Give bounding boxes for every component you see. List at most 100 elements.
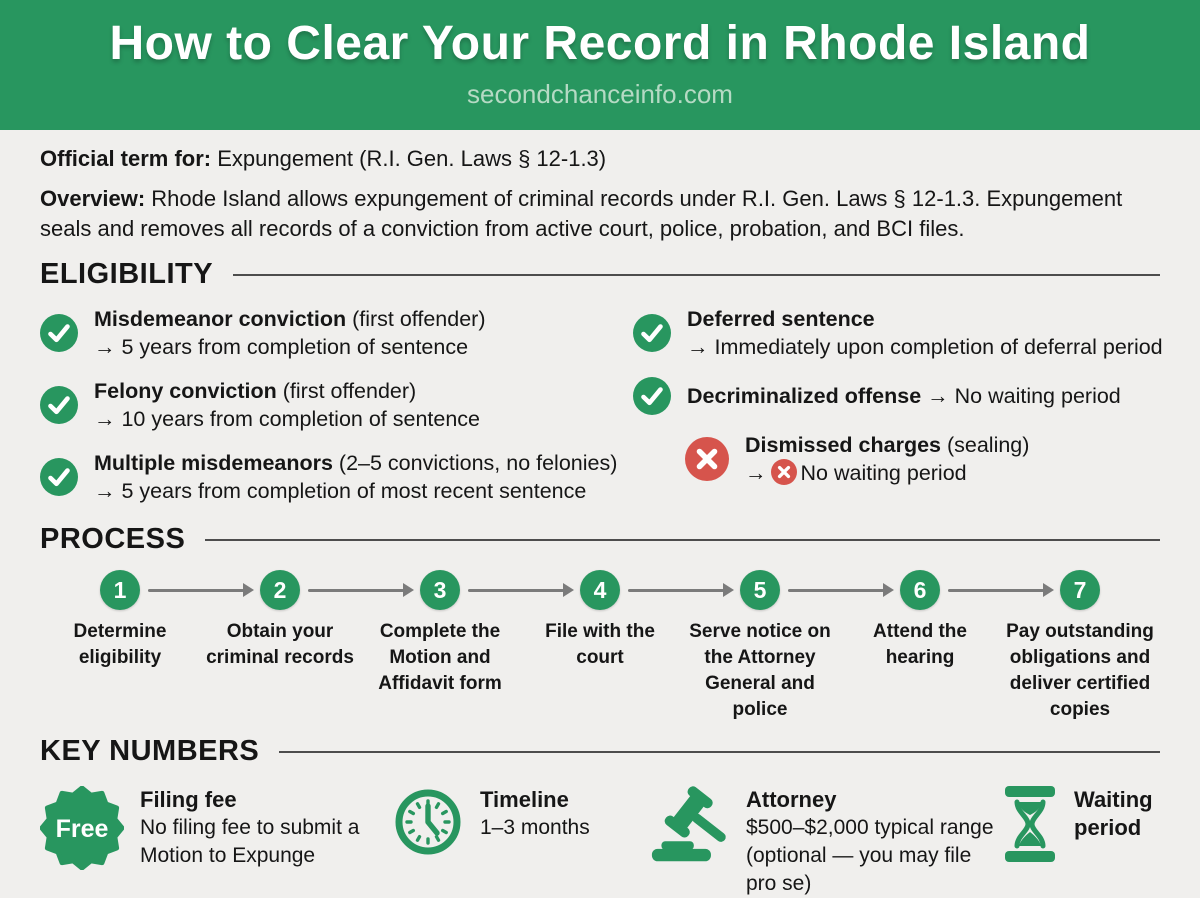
eligibility-title: Multiple misdemeanors bbox=[94, 451, 333, 475]
process-step-7: 7 Pay outstanding obligations and delive… bbox=[1000, 570, 1160, 723]
key-number-text: Filing fee No filing fee to submit a Mot… bbox=[140, 786, 380, 870]
page-title: How to Clear Your Record in Rhode Island bbox=[109, 17, 1091, 70]
eligibility-section-heading: ELIGIBILITY bbox=[40, 258, 1160, 291]
eligibility-detail: → 10 years from completion of sentence bbox=[94, 407, 480, 431]
overview-text: Rhode Island allows expungement of crimi… bbox=[40, 186, 1123, 241]
process-section-heading: PROCESS bbox=[40, 523, 1160, 556]
official-term-line: Official term for: Expungement (R.I. Gen… bbox=[40, 144, 1160, 174]
check-circle-icon bbox=[633, 314, 671, 352]
process-step-2: 2 Obtain your criminal records bbox=[200, 570, 404, 723]
key-number-detail: No filing fee to submit a Motion to Expu… bbox=[140, 816, 360, 867]
gavel-icon bbox=[650, 786, 730, 871]
key-number-detail: 1–3 months bbox=[480, 816, 590, 839]
eligibility-title: Misdemeanor conviction bbox=[94, 307, 347, 331]
eligibility-right-column: Deferred sentence → Immediately upon com… bbox=[633, 305, 1163, 505]
eligibility-title: Deferred sentence bbox=[687, 307, 875, 331]
check-circle-icon bbox=[40, 458, 78, 496]
step-label: Attend the hearing bbox=[873, 621, 967, 668]
process-step-3: 3 Complete the Motion and Affidavit form bbox=[360, 570, 564, 723]
key-number-title: Waiting period bbox=[1074, 787, 1153, 840]
free-badge-icon: Free bbox=[39, 785, 125, 875]
key-numbers-heading-text: KEY NUMBERS bbox=[40, 735, 260, 767]
eligibility-title: Dismissed charges bbox=[745, 433, 941, 457]
eligibility-text: Dismissed charges (sealing) → No waiting … bbox=[745, 431, 1029, 487]
key-number-text: Attorney $500–$2,000 typical range (opti… bbox=[746, 786, 1002, 898]
heading-rule bbox=[279, 750, 1160, 753]
header-banner: How to Clear Your Record in Rhode Island… bbox=[0, 0, 1200, 130]
overview-label: Overview: bbox=[40, 186, 146, 211]
site-url: secondchanceinfo.com bbox=[467, 79, 733, 109]
step-number-badge: 1 bbox=[100, 570, 140, 610]
process-step-5: 5 Serve notice on the Attorney General a… bbox=[680, 570, 884, 723]
eligibility-left-column: Misdemeanor conviction (first offender) … bbox=[40, 305, 625, 505]
step-label: Serve notice on the Attorney General and… bbox=[689, 621, 831, 720]
eligibility-detail: → 5 years from completion of sentence bbox=[94, 335, 469, 359]
key-number-timeline: Timeline 1–3 months bbox=[392, 786, 650, 898]
eligibility-item-decriminalized: Decriminalized offense → No waiting peri… bbox=[633, 377, 1163, 415]
arrow-glyph: → bbox=[745, 461, 767, 485]
key-number-note: (optional — you may file pro se) bbox=[746, 844, 972, 895]
official-term-label: Official term for: bbox=[40, 146, 212, 171]
step-number-badge: 6 bbox=[900, 570, 940, 610]
eligibility-detail-text: No waiting period bbox=[800, 461, 967, 485]
key-number-detail: $500–$2,000 typical range bbox=[746, 816, 994, 839]
flow-arrow-icon bbox=[308, 588, 404, 592]
key-number-title: Timeline bbox=[480, 787, 569, 812]
eligibility-item-deferred-sentence: Deferred sentence → Immediately upon com… bbox=[633, 305, 1163, 361]
process-step-6: 6 Attend the hearing bbox=[840, 570, 1044, 723]
key-number-title: Attorney bbox=[746, 787, 837, 812]
step-number-badge: 4 bbox=[580, 570, 620, 610]
process-flow: 1 Determine eligibility 2 Obtain your cr… bbox=[40, 570, 1160, 723]
check-circle-icon bbox=[40, 386, 78, 424]
flow-arrow-icon bbox=[948, 588, 1044, 592]
eligibility-text: Felony conviction (first offender) → 10 … bbox=[94, 377, 480, 433]
key-numbers-section-heading: KEY NUMBERS bbox=[40, 735, 1160, 768]
step-number-badge: 5 bbox=[740, 570, 780, 610]
flow-arrow-icon bbox=[148, 588, 244, 592]
step-label: Pay outstanding obligations and deliver … bbox=[1006, 621, 1154, 720]
eligibility-item-dismissed-charges: Dismissed charges (sealing) → No waiting … bbox=[685, 431, 1163, 487]
eligibility-item-misdemeanor: Misdemeanor conviction (first offender) … bbox=[40, 305, 625, 361]
heading-rule bbox=[205, 538, 1160, 541]
check-circle-icon bbox=[40, 314, 78, 352]
eligibility-item-multiple-misdemeanors: Multiple misdemeanors (2–5 convictions, … bbox=[40, 449, 625, 505]
eligibility-detail: → 5 years from completion of most recent… bbox=[94, 479, 587, 503]
step-label: Determine eligibility bbox=[73, 621, 167, 668]
process-step-1: 1 Determine eligibility bbox=[40, 570, 244, 723]
step-label: Complete the Motion and Affidavit form bbox=[378, 621, 502, 694]
eligibility-detail: → Immediately upon completion of deferra… bbox=[687, 335, 1163, 359]
eligibility-text: Misdemeanor conviction (first offender) … bbox=[94, 305, 486, 361]
process-step-4: 4 File with the court bbox=[520, 570, 724, 723]
free-badge-label: Free bbox=[56, 815, 109, 843]
content: Official term for: Expungement (R.I. Gen… bbox=[0, 144, 1200, 898]
overview-paragraph: Overview: Rhode Island allows expungemen… bbox=[40, 184, 1160, 244]
step-number-badge: 2 bbox=[260, 570, 300, 610]
key-number-filing-fee: Free Filing fee No filing fee to submit … bbox=[39, 785, 392, 898]
key-number-title: Filing fee bbox=[140, 787, 237, 812]
step-number-badge: 3 bbox=[420, 570, 460, 610]
step-number-badge: 7 bbox=[1060, 570, 1100, 610]
flow-arrow-icon bbox=[468, 588, 564, 592]
step-label: Obtain your criminal records bbox=[206, 621, 354, 668]
eligibility-text: Deferred sentence → Immediately upon com… bbox=[687, 305, 1163, 361]
eligibility-title: Felony conviction bbox=[94, 379, 277, 403]
flow-arrow-icon bbox=[628, 588, 724, 592]
eligibility-title: Decriminalized offense bbox=[687, 384, 922, 408]
key-number-text: Waiting period bbox=[1074, 786, 1160, 842]
eligibility-text: Decriminalized offense → No waiting peri… bbox=[687, 382, 1121, 410]
clock-icon bbox=[392, 786, 464, 863]
hourglass-icon bbox=[1002, 786, 1058, 867]
eligibility-title-suffix: → No waiting period bbox=[921, 384, 1121, 408]
key-number-text: Timeline 1–3 months bbox=[480, 786, 590, 842]
step-label: File with the court bbox=[545, 621, 655, 668]
eligibility-heading-text: ELIGIBILITY bbox=[40, 258, 214, 290]
flow-arrow-icon bbox=[788, 588, 884, 592]
eligibility-text: Multiple misdemeanors (2–5 convictions, … bbox=[94, 449, 617, 505]
key-numbers-row: Free Filing fee No filing fee to submit … bbox=[39, 785, 1160, 898]
key-number-attorney: Attorney $500–$2,000 typical range (opti… bbox=[650, 786, 1002, 898]
heading-rule bbox=[233, 273, 1160, 276]
key-number-waiting-period: Waiting period bbox=[1002, 786, 1160, 898]
x-circle-icon bbox=[685, 437, 729, 481]
check-circle-icon bbox=[633, 377, 671, 415]
